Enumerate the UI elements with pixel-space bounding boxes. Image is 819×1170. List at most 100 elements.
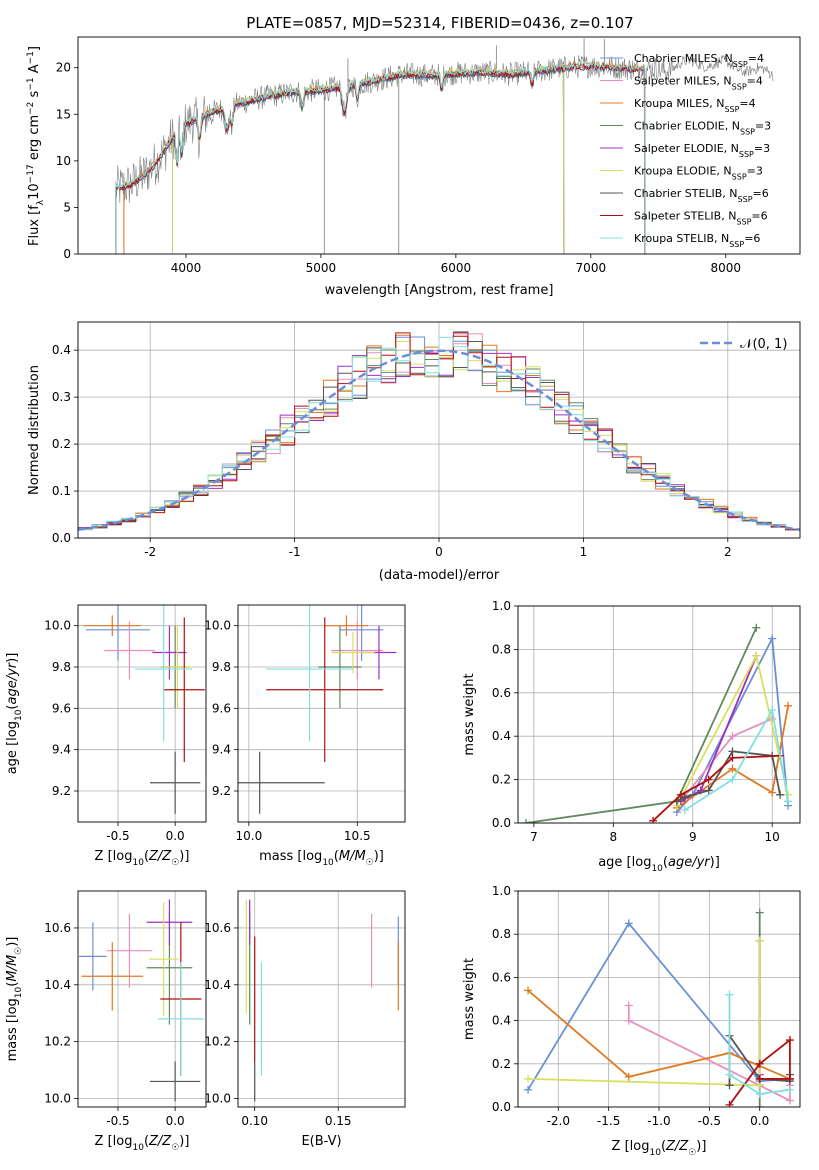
x-tick-label: 6000 bbox=[441, 261, 472, 275]
mass-vs-ebv-panel: 0.10 0.15 10.0 10.2 10.4 10.6 E(B-V) bbox=[204, 890, 406, 1149]
weight-marker-salpeter-stelib bbox=[785, 1074, 794, 1083]
y-tick-label: 0.0 bbox=[492, 816, 511, 830]
x-tick-label: 9 bbox=[689, 830, 697, 844]
y-axis-label: age [log10(age/yr)] bbox=[5, 653, 24, 775]
x-tick-label: 7000 bbox=[576, 261, 607, 275]
axes-frame bbox=[237, 890, 406, 1108]
legend-entry-chabrier-miles: Chabrier MILES, NSSP=4 bbox=[634, 52, 764, 69]
y-tick-label: 0.2 bbox=[492, 773, 511, 787]
weight-marker-kroupa-elodie bbox=[755, 936, 764, 945]
weight-marker-chabrier-stelib bbox=[725, 1081, 734, 1090]
x-tick-label: 0.15 bbox=[325, 1114, 352, 1128]
axes-frame bbox=[77, 890, 207, 1108]
weight-marker-kroupa-stelib bbox=[728, 775, 737, 784]
weight-marker-salpeter-stelib bbox=[725, 1100, 734, 1107]
axes-frame bbox=[77, 321, 801, 539]
y-tick-label: 0.8 bbox=[492, 642, 511, 656]
plot-area bbox=[78, 331, 800, 533]
legend-entry-kroupa-elodie: Kroupa ELODIE, NSSP=3 bbox=[634, 165, 763, 182]
weight-marker-kroupa-miles bbox=[768, 788, 777, 797]
y-tick-label: 0.6 bbox=[492, 970, 511, 984]
plot-area bbox=[83, 605, 205, 814]
axes-frame bbox=[237, 604, 406, 823]
y-tick-label: 9.8 bbox=[52, 660, 71, 674]
weight-marker-kroupa-stelib bbox=[725, 1070, 734, 1079]
y-tick-label: 0.1 bbox=[52, 484, 71, 498]
x-tick-label: 0.0 bbox=[166, 829, 185, 843]
y-tick-label: 10.0 bbox=[44, 619, 71, 633]
model-line-kroupa-stelib bbox=[115, 60, 646, 254]
weight-marker-kroupa-stelib bbox=[725, 990, 734, 999]
model-line-kroupa-miles bbox=[123, 60, 646, 254]
weight-marker-salpeter-stelib bbox=[755, 1074, 764, 1083]
plot-area bbox=[524, 908, 794, 1107]
weight-marker-salpeter-miles bbox=[728, 732, 737, 741]
weight-marker-kroupa-elodie bbox=[752, 651, 761, 660]
y-tick-label: 10.2 bbox=[204, 1035, 231, 1049]
y-tick-label: 0.6 bbox=[492, 686, 511, 700]
plot-area bbox=[245, 899, 399, 1102]
axes-frame bbox=[517, 605, 801, 824]
weight-marker-chabrier-stelib bbox=[704, 786, 713, 795]
weight-line-kroupa-stelib bbox=[728, 994, 791, 1095]
y-tick-label: 0.2 bbox=[52, 437, 71, 451]
y-axis-label: mass [log10(M/M☉)] bbox=[5, 937, 24, 1062]
x-tick-label: 0 bbox=[435, 545, 443, 559]
axes-frame bbox=[77, 604, 207, 823]
y-tick-label: 9.2 bbox=[52, 784, 71, 798]
y-tick-label: 5 bbox=[63, 200, 71, 214]
y-tick-label: 10.6 bbox=[204, 921, 231, 935]
figure-title: PLATE=0857, MJD=52314, FIBERID=0436, z=0… bbox=[246, 14, 633, 32]
model-line-chabrier-stelib bbox=[115, 64, 646, 254]
x-tick-label: -2.0 bbox=[547, 1114, 570, 1128]
weight-marker-kroupa-stelib bbox=[680, 805, 689, 814]
y-axis-label: mass weight bbox=[462, 673, 477, 755]
weight-marker-kroupa-miles bbox=[624, 1072, 633, 1081]
y-tick-label: 0.0 bbox=[492, 1100, 511, 1114]
legend-entry-chabrier-elodie: Chabrier ELODIE, NSSP=3 bbox=[634, 120, 771, 137]
observed-spectrum-line bbox=[115, 54, 774, 204]
legend-entry-kroupa-stelib: Kroupa STELIB, NSSP=6 bbox=[634, 232, 760, 249]
weight-marker-chabrier-elodie bbox=[521, 819, 530, 823]
x-tick-label: -2 bbox=[144, 545, 156, 559]
y-tick-label: 0.3 bbox=[52, 390, 71, 404]
y-tick-label: 10 bbox=[56, 154, 71, 168]
model-line-chabrier-miles bbox=[123, 63, 646, 254]
weight-marker-salpeter-stelib bbox=[649, 816, 658, 823]
y-tick-label: 10.0 bbox=[44, 1091, 71, 1105]
x-axis-label: Z [log10(Z/Z☉)] bbox=[95, 1134, 190, 1153]
y-tick-label: 20 bbox=[56, 61, 71, 75]
weight-marker-salpeter-miles bbox=[785, 1096, 794, 1105]
plot-area bbox=[79, 899, 204, 1102]
mass-vs-metallicity-panel: -0.5 0.0 10.0 10.2 10.4 10.6 Z [log10(Z/Z☉)] ma… bbox=[5, 890, 207, 1153]
weight-marker-kroupa-miles bbox=[728, 764, 737, 773]
y-tick-label: 1.0 bbox=[492, 884, 511, 898]
x-tick-label: -0.5 bbox=[698, 1114, 721, 1128]
y-tick-label: 10.2 bbox=[44, 1035, 71, 1049]
plot-area bbox=[521, 623, 793, 823]
y-tick-label: 0 bbox=[63, 247, 71, 261]
legend-entry-salpeter-miles: Salpeter MILES, NSSP=4 bbox=[634, 75, 763, 92]
y-axis-label: mass weight bbox=[462, 958, 477, 1040]
x-axis-label: age [log10(age/yr)] bbox=[598, 855, 720, 874]
x-axis-label: mass [log10(M/M☉)] bbox=[259, 849, 384, 868]
weight-line-kroupa-miles bbox=[676, 705, 789, 809]
weight-marker-salpeter-stelib bbox=[755, 1059, 764, 1068]
x-axis-label: (data-model)/error bbox=[379, 568, 500, 583]
x-tick-label: 8 bbox=[610, 830, 618, 844]
y-axis-label: Normed distribution bbox=[27, 365, 42, 495]
weight-marker-chabrier-miles bbox=[624, 919, 633, 928]
legend-entry-kroupa-miles: Kroupa MILES, NSSP=4 bbox=[634, 97, 756, 114]
x-axis-label: Z [log10(Z/Z☉)] bbox=[95, 849, 190, 868]
y-axis-label: Flux [fλ10−17 erg cm−2 s−1 A−1] bbox=[26, 46, 46, 246]
legend-entry-chabrier-stelib: Chabrier STELIB, NSSP=6 bbox=[634, 187, 769, 204]
y-tick-label: 10.0 bbox=[204, 619, 231, 633]
residuals-panel: -2 -1 0 1 2 0.0 0.1 0.2 0.3 0.4 (data-model)/error… bbox=[27, 321, 801, 583]
x-axis-label: wavelength [Angstrom, rest frame] bbox=[325, 283, 554, 298]
weight-marker-kroupa-stelib bbox=[755, 1090, 764, 1099]
y-tick-label: 0.2 bbox=[492, 1057, 511, 1071]
x-tick-label: 10.0 bbox=[235, 829, 262, 843]
x-axis-label: E(B-V) bbox=[301, 1134, 341, 1149]
weight-marker-kroupa-stelib bbox=[785, 1085, 794, 1094]
x-axis-label: Z [log10(Z/Z☉)] bbox=[612, 1139, 707, 1158]
